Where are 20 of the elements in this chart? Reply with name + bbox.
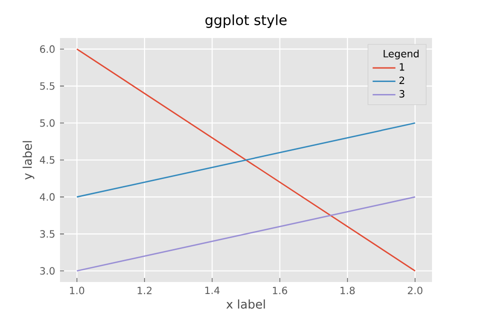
y-tick-label: 5.5 [40, 82, 54, 90]
x-tick-label: 2.0 [408, 286, 422, 294]
y-tick-label: 3.5 [40, 230, 54, 238]
x-tick-label: 1.8 [340, 286, 355, 294]
y-axis-title: y label [22, 141, 34, 180]
x-axis-title: x label [226, 299, 265, 309]
x-tick-label: 1.4 [205, 286, 220, 294]
chart-title: ggplot style [205, 14, 287, 28]
y-tick-label: 5.0 [40, 119, 55, 127]
legend-title: Legend [384, 50, 419, 60]
x-tick-label: 1.0 [70, 286, 84, 294]
x-tick-label: 1.6 [272, 286, 288, 294]
legend-label: 1 [400, 63, 404, 71]
legend-label: 2 [399, 76, 404, 84]
y-tick-label: 6.0 [40, 45, 55, 53]
y-tick-label: 3.0 [40, 267, 55, 275]
y-tick-label: 4.5 [40, 156, 54, 164]
x-tick-label: 1.2 [138, 286, 152, 294]
y-tick-label: 4.0 [40, 193, 55, 201]
legend-label: 3 [400, 90, 404, 98]
